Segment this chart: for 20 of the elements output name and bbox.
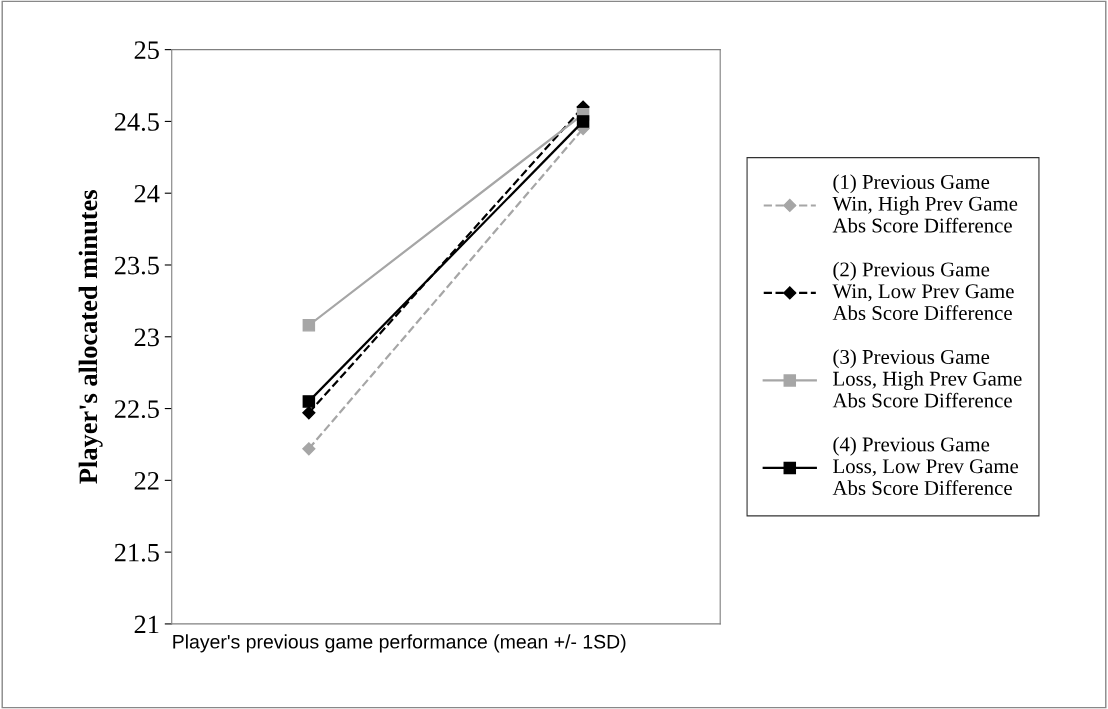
point <box>302 395 316 408</box>
y-tick-label: 22.5 <box>114 400 159 419</box>
legend-label: (3) Previous Game Loss, High Prev Game Abs Score Difference <box>832 349 1022 408</box>
y-tick-label: 21.5 <box>114 543 159 562</box>
point <box>576 115 590 128</box>
y-tick-label: 25 <box>134 41 159 60</box>
point <box>302 319 316 332</box>
y-tick-label: 24.5 <box>114 113 159 131</box>
legend-label: (2) Previous Game Win, Low Prev Game Abs Score Difference <box>832 261 1014 321</box>
y-tick-label: 21 <box>134 615 159 634</box>
x-axis-title: Player's previous game performance (mean +/- 1SD) <box>173 634 626 653</box>
point <box>302 442 316 456</box>
y-tick-label: 22 <box>134 472 159 490</box>
y-axis-title: Player's allocated minutes <box>78 190 103 484</box>
y-tick-label: 24 <box>134 184 160 203</box>
point <box>302 406 316 420</box>
y-tick-label: 23.5 <box>114 256 159 275</box>
y-tick-label: 23 <box>134 328 159 347</box>
legend-label: (4) Previous Game Loss, Low Prev Game Abs Score Difference <box>832 436 1019 496</box>
legend-label: (1) Previous Game Win, High Prev Game Abs Score Difference <box>832 174 1018 233</box>
